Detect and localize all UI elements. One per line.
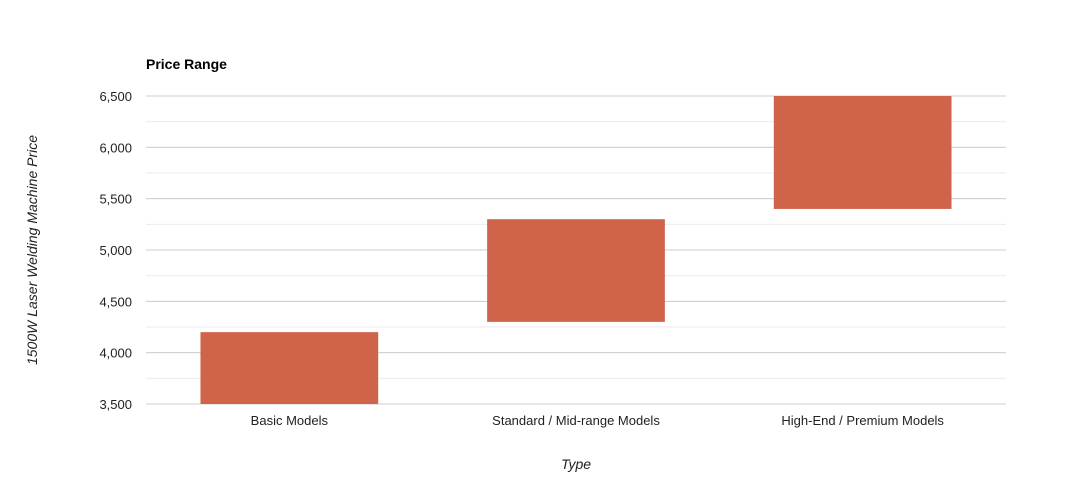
chart-title: Price Range bbox=[146, 56, 227, 72]
y-tick-label: 5,500 bbox=[99, 192, 132, 207]
bar bbox=[200, 332, 379, 404]
y-tick-label: 4,000 bbox=[99, 346, 132, 361]
y-axis-label: 1500W Laser Welding Machine Price bbox=[24, 135, 40, 365]
y-tick-label: 3,500 bbox=[99, 397, 132, 412]
x-tick-label: Basic Models bbox=[251, 413, 329, 428]
bar bbox=[773, 96, 952, 209]
x-axis-label: Type bbox=[561, 456, 591, 472]
y-tick-label: 4,500 bbox=[99, 294, 132, 309]
x-tick-label: Standard / Mid-range Models bbox=[492, 413, 660, 428]
x-tick-labels: Basic Models Standard / Mid-range Models H… bbox=[251, 413, 945, 428]
y-tick-labels: 3,500 4,000 4,500 5,000 5,500 6,000 6,500 bbox=[99, 89, 132, 412]
bar bbox=[487, 219, 665, 322]
bars bbox=[200, 96, 952, 404]
x-tick-label: High-End / Premium Models bbox=[781, 413, 944, 428]
y-tick-label: 6,000 bbox=[99, 140, 132, 155]
y-tick-label: 6,500 bbox=[99, 89, 132, 104]
y-tick-label: 5,000 bbox=[99, 243, 132, 258]
